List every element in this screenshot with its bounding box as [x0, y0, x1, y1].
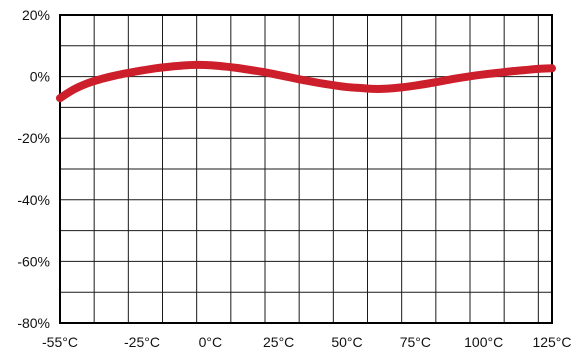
x-tick-label: 75°C [400, 334, 431, 350]
series-layer [56, 60, 556, 103]
x-tick-label: 50°C [331, 334, 362, 350]
plot-frame [59, 14, 553, 324]
x-tick-label: 0°C [199, 334, 223, 350]
x-tick-label: 125°C [532, 334, 571, 350]
y-tick-label: -60% [17, 253, 50, 269]
y-axis-tick-labels: 20% 0% -20% -40% -60% -80% [17, 7, 50, 331]
series-line [56, 60, 556, 103]
y-tick-label: 20% [22, 7, 50, 23]
x-tick-label: 100°C [464, 334, 503, 350]
y-tick-label: -80% [17, 315, 50, 331]
x-tick-label: -55°C [42, 334, 78, 350]
y-tick-label: -20% [17, 130, 50, 146]
x-tick-label: -25°C [124, 334, 160, 350]
x-tick-label: 25°C [263, 334, 294, 350]
x-axis-tick-labels: -55°C -25°C 0°C 25°C 50°C 75°C 100°C 125°C [42, 334, 572, 350]
y-tick-label: -40% [17, 192, 50, 208]
y-tick-label: 0% [30, 69, 50, 85]
plot-border [59, 14, 553, 324]
chart-grid [59, 14, 552, 324]
